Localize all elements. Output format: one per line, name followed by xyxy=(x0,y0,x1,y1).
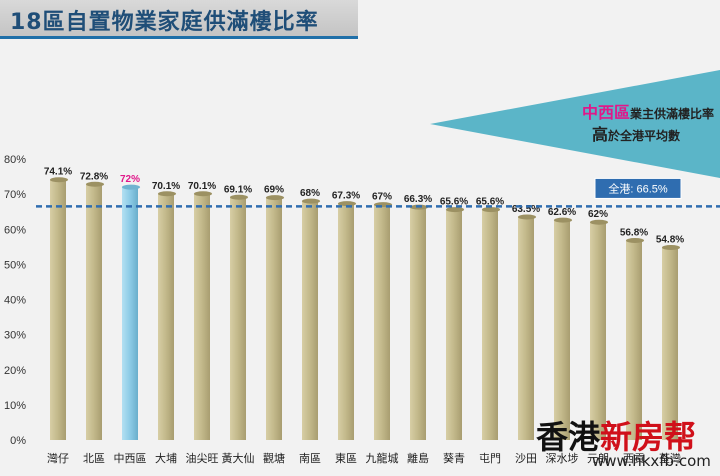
bar xyxy=(590,222,606,440)
category-label: 荃灣 xyxy=(659,451,681,465)
bar-top xyxy=(482,207,500,213)
bar-top xyxy=(50,177,68,183)
value-label: 54.8% xyxy=(656,235,684,246)
value-label: 62% xyxy=(588,209,608,220)
average-label-box xyxy=(594,177,682,199)
bar xyxy=(626,240,642,440)
value-label: 70.1% xyxy=(152,181,180,192)
bar xyxy=(374,204,390,440)
chart-title: 18區自置物業家庭供滿樓比率 xyxy=(10,10,319,35)
category-label: 深水埗 xyxy=(546,451,579,465)
value-label: 62.6% xyxy=(548,207,576,218)
callout-line1: 中西區業主供滿樓比率 xyxy=(582,103,714,122)
callout-line2-big: 高 xyxy=(592,125,608,144)
category-label: 屯門 xyxy=(479,452,501,465)
category-label: 黃大仙 xyxy=(222,451,255,465)
category-label: 灣仔 xyxy=(47,452,69,465)
value-label: 66.3% xyxy=(404,194,432,205)
category-label: 九龍城 xyxy=(366,451,399,465)
category-label: 東區 xyxy=(335,452,357,465)
bar xyxy=(554,220,570,440)
bar-top xyxy=(554,217,572,223)
value-label: 63.5% xyxy=(512,204,540,215)
watermark-part1: 香港 xyxy=(536,418,601,456)
bar xyxy=(194,193,210,440)
y-tick-label: 10% xyxy=(4,400,26,412)
bar xyxy=(446,209,462,440)
value-label: 69% xyxy=(264,185,284,196)
value-label: 67.3% xyxy=(332,191,360,202)
value-label: 70.1% xyxy=(188,181,216,192)
y-tick-label: 30% xyxy=(4,330,26,342)
y-tick-label: 40% xyxy=(4,295,26,307)
bar xyxy=(302,201,318,440)
value-label: 67% xyxy=(372,192,392,203)
bar-top xyxy=(302,198,320,204)
bar xyxy=(86,184,102,440)
y-tick-label: 60% xyxy=(4,224,26,236)
bar-top xyxy=(590,219,608,225)
value-label: 65.6% xyxy=(440,197,468,208)
bar-top xyxy=(266,195,284,201)
category-label: 中西區 xyxy=(114,452,147,465)
value-label: 72% xyxy=(120,174,140,185)
bar-top xyxy=(518,214,536,220)
watermark-part2: 新房帮 xyxy=(600,418,697,456)
callout-line2-rest: 於全港平均數 xyxy=(608,128,680,143)
category-label: 南區 xyxy=(299,452,321,465)
bar-top xyxy=(338,201,356,207)
watermark-brand: 香港新房帮 xyxy=(536,412,696,458)
bar xyxy=(662,247,678,440)
callout-shape xyxy=(430,70,720,178)
bar xyxy=(518,216,534,440)
bar-top xyxy=(158,191,176,197)
category-label: 觀塘 xyxy=(263,451,285,465)
bar xyxy=(158,193,174,440)
callout-line1-rest: 業主供滿樓比率 xyxy=(629,106,714,121)
bar xyxy=(122,187,138,440)
bar xyxy=(338,203,354,440)
bar xyxy=(50,179,66,440)
bar xyxy=(230,197,246,440)
watermark-url: www.hkxfb.com xyxy=(592,452,711,470)
bar-top xyxy=(194,191,212,197)
bar xyxy=(266,197,282,440)
callout-highlight: 中西區 xyxy=(582,103,630,122)
bar xyxy=(410,207,426,440)
bar-top xyxy=(230,194,248,200)
logo xyxy=(372,8,444,30)
category-label: 離島 xyxy=(407,451,429,465)
callout-line2: 高於全港平均數 xyxy=(592,125,680,144)
y-tick-label: 70% xyxy=(4,189,26,201)
category-label: 大埔 xyxy=(155,451,177,465)
category-label: 北區 xyxy=(83,452,105,465)
value-label: 68% xyxy=(300,188,320,199)
value-label: 72.8% xyxy=(80,171,108,182)
title-bar: 18區自置物業家庭供滿樓比率 xyxy=(0,0,358,39)
value-label: 74.1% xyxy=(44,167,72,178)
y-tick-label: 50% xyxy=(4,259,26,271)
y-tick-label: 0% xyxy=(10,435,26,447)
bar xyxy=(482,209,498,440)
bar-top xyxy=(662,245,680,251)
value-label: 69.1% xyxy=(224,184,252,195)
value-label: 56.8% xyxy=(620,227,648,238)
category-label: 葵青 xyxy=(443,452,465,465)
average-label: 全港: 66.5% xyxy=(608,181,668,195)
bar-top xyxy=(626,237,644,243)
value-label: 65.6% xyxy=(476,197,504,208)
category-label: 西貢 xyxy=(623,452,645,465)
bar-top xyxy=(446,207,464,213)
bar-top xyxy=(122,184,140,190)
y-tick-label: 80% xyxy=(4,154,26,166)
category-label: 油尖旺 xyxy=(186,451,219,465)
category-label: 元朗 xyxy=(587,452,609,465)
category-label: 沙田 xyxy=(515,452,537,465)
bar-top xyxy=(86,181,104,187)
y-tick-label: 20% xyxy=(4,365,26,377)
